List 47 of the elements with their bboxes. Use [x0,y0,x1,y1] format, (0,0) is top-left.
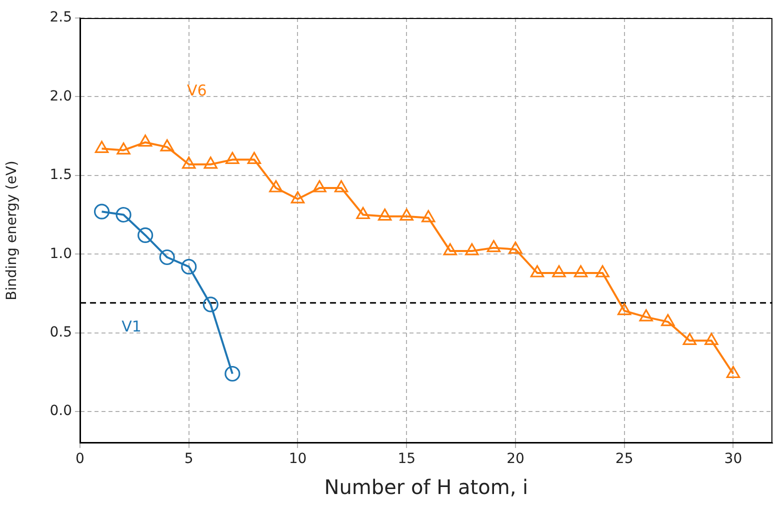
y-tick-label: 2.0 [50,88,72,104]
point [182,156,196,169]
point [138,134,152,147]
point [661,314,675,326]
point [552,265,566,278]
x-axis-title: Number of H atom, i [324,475,528,500]
point [356,206,370,220]
point [508,242,522,254]
point [422,210,436,222]
point [94,140,109,153]
x-tick-label: 20 [506,451,524,468]
x-tick-label: 15 [398,451,416,468]
point [726,366,740,378]
y-tick-label: 1.5 [50,167,72,184]
y-tick-label: 1.0 [50,246,72,262]
point [596,265,610,278]
point [617,302,632,316]
point [639,309,653,322]
point [204,156,218,169]
x-tick-label: 10 [288,451,307,468]
x-tick-label: 25 [615,451,634,468]
y-tick-label: 0.0 [50,403,72,420]
point [378,208,392,221]
point [247,152,262,164]
x-tick-label: 5 [184,451,194,468]
x-tick-label: 0 [76,451,84,468]
point [269,180,283,192]
point [116,142,130,155]
point [574,265,588,278]
y-axis-title: Binding energy (eV) [4,160,20,300]
text: V1 [122,318,142,336]
point [465,243,479,256]
point [682,332,697,345]
y-tick-label: 0.5 [50,324,72,340]
text: V6 [186,81,207,100]
point [530,265,544,278]
point [400,208,414,221]
point [704,332,718,345]
point [312,180,326,192]
point [486,240,501,252]
point [443,243,458,256]
point [160,139,174,152]
point [334,180,348,192]
x-tick-label: 30 [724,451,742,468]
y-tick-label: 2.5 [50,10,72,26]
point [226,152,240,164]
point [290,191,305,204]
